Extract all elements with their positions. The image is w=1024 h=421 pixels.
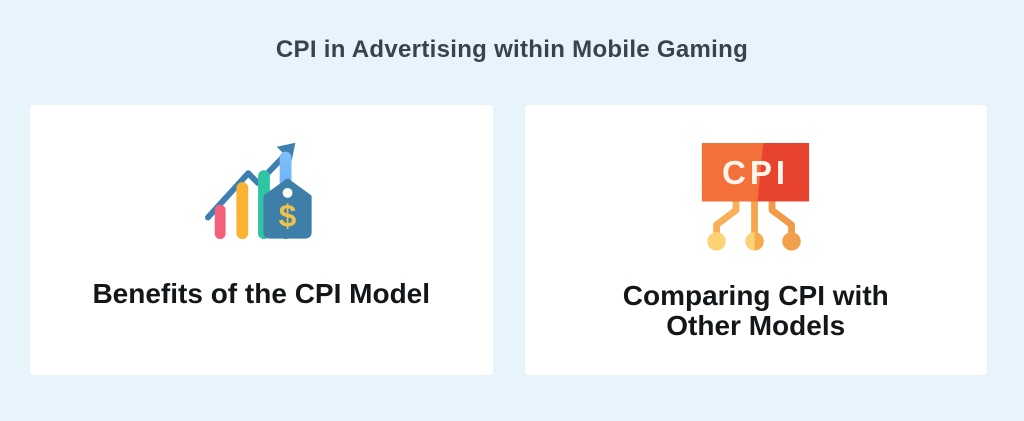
- circuit-pad-right: [782, 232, 802, 251]
- price-tag-shape: [263, 178, 312, 239]
- card-comparing-label-line1: Comparing CPI with: [622, 280, 889, 311]
- card-comparing-label: Comparing CPI with Other Models: [622, 280, 889, 342]
- price-tag-hole: [282, 187, 293, 198]
- card-benefits: $ Benefits of the CPI Model: [30, 105, 493, 375]
- page-title: CPI in Advertising within Mobile Gaming: [275, 36, 749, 63]
- cards-row: $ Benefits of the CPI Model CPI: [30, 105, 987, 375]
- cpi-badge-text: CPI: [722, 155, 789, 192]
- card-comparing-label-line2: Other Models: [666, 310, 846, 342]
- cpi-circuit-chip-icon: CPI: [702, 143, 810, 251]
- card-comparing: CPI Comparing CPI with Other Models: [524, 105, 987, 375]
- circuit-pad-left: [707, 232, 727, 251]
- dollar-sign-glyph: $: [279, 198, 297, 233]
- card-benefits-label: Benefits of the CPI Model: [92, 278, 431, 309]
- bar-chart-price-tag-icon: $: [205, 142, 312, 240]
